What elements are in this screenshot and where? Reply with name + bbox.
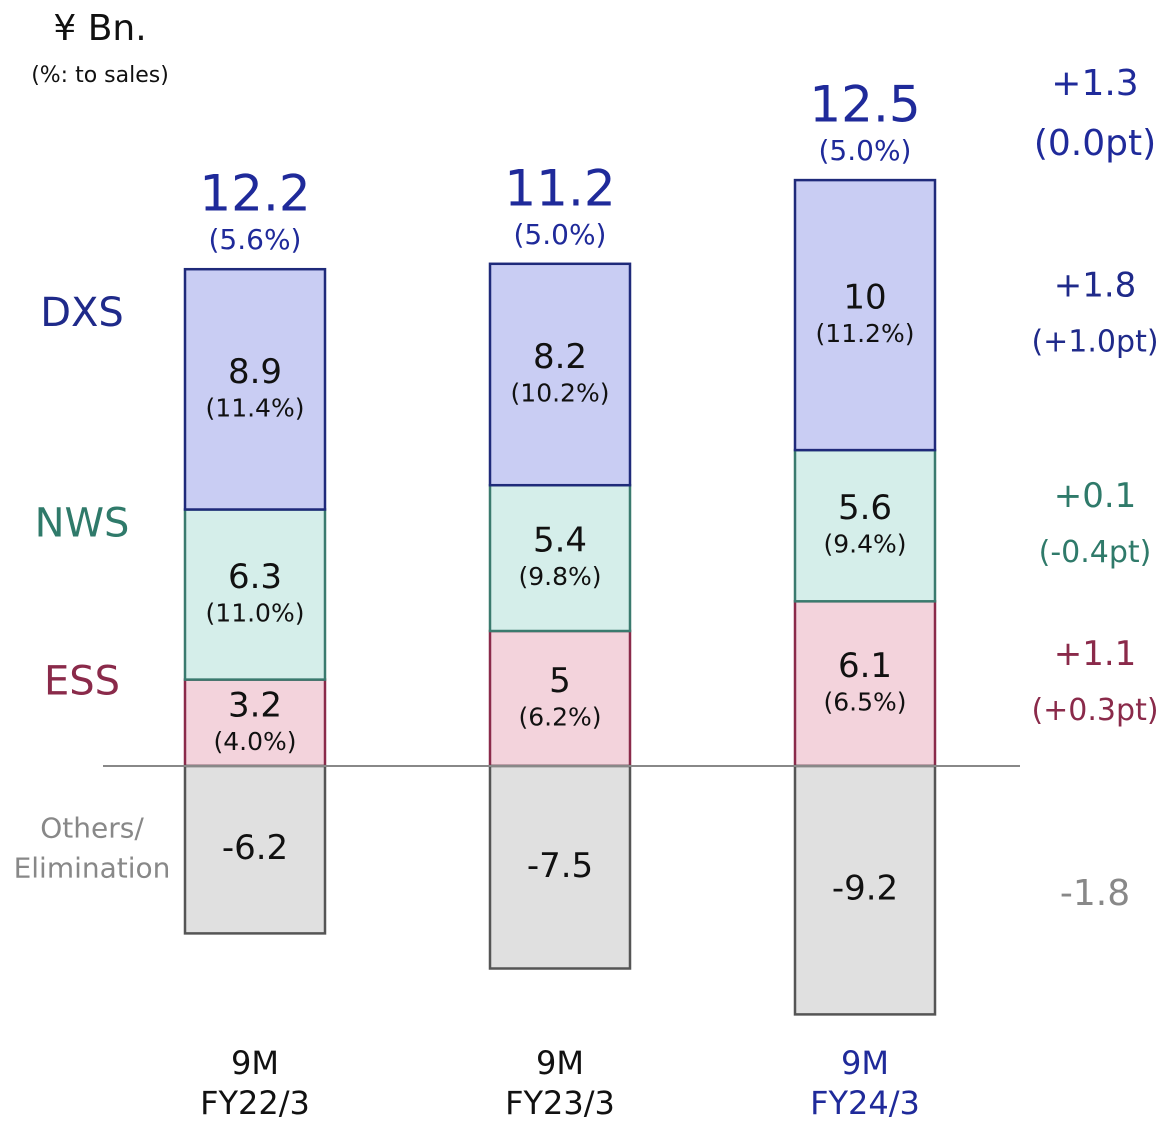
share-label: (11.4%): [206, 393, 305, 422]
bar-segment: [183, 764, 327, 935]
x-tick-label: 9M: [231, 1044, 279, 1082]
total-share-label: (5.0%): [514, 218, 607, 251]
chart-title: ¥ Bn.: [53, 8, 146, 49]
change-pt-label: (-0.4pt): [1039, 535, 1152, 570]
value-label: 5.6: [838, 488, 892, 528]
bar-segment: [183, 508, 327, 681]
series-name: DXS: [40, 290, 124, 336]
value-label: -9.2: [832, 869, 898, 909]
series-name: ESS: [44, 659, 120, 705]
total-change: +1.3: [1051, 63, 1138, 104]
share-label: (6.2%): [518, 703, 601, 732]
chart-subtitle: (%: to sales): [31, 63, 169, 88]
series-name: Others/: [40, 812, 144, 845]
bar-segment: [488, 764, 632, 970]
value-label: 5: [549, 661, 571, 701]
x-tick-label: FY22/3: [200, 1084, 310, 1122]
share-label: (4.0%): [213, 727, 296, 756]
value-label: 8.2: [533, 337, 587, 377]
x-tick-label: 9M: [536, 1044, 584, 1082]
bar-segment: [793, 178, 937, 452]
value-label: 10: [843, 278, 886, 318]
change-label: +0.1: [1054, 476, 1137, 516]
total-share-label: (5.6%): [209, 223, 302, 256]
value-label: 6.1: [838, 646, 892, 686]
change-label: -1.8: [1060, 873, 1130, 914]
bar-segment: [183, 267, 327, 511]
bar-segment: [488, 629, 632, 768]
share-label: (11.0%): [206, 599, 305, 628]
value-label: 5.4: [533, 521, 587, 561]
value-label: -7.5: [527, 846, 593, 886]
total-label: 12.2: [199, 165, 310, 223]
value-label: 6.3: [228, 557, 282, 597]
bar-segment: [488, 483, 632, 633]
value-label: 8.9: [228, 352, 282, 392]
share-label: (9.4%): [823, 530, 906, 559]
share-label: (6.5%): [823, 688, 906, 717]
bar-segment: [488, 262, 632, 487]
bar-segment: [183, 678, 327, 768]
total-label: 11.2: [504, 159, 615, 217]
share-label: (11.2%): [816, 319, 915, 348]
change-label: +1.8: [1054, 266, 1137, 306]
series-name: NWS: [35, 501, 130, 547]
total-change-pt: (0.0pt): [1034, 123, 1156, 164]
change-pt-label: (+1.0pt): [1031, 325, 1158, 360]
value-label: 3.2: [228, 685, 282, 725]
value-label: -6.2: [222, 828, 288, 868]
total-label: 12.5: [809, 76, 920, 134]
change-pt-label: (+0.3pt): [1031, 693, 1158, 728]
x-tick-label: 9M: [841, 1044, 889, 1082]
change-label: +1.1: [1054, 634, 1137, 674]
share-label: (10.2%): [511, 379, 610, 408]
x-tick-label: FY23/3: [505, 1084, 615, 1122]
share-label: (9.8%): [518, 562, 601, 591]
series-name: Elimination: [14, 852, 171, 885]
x-tick-label: FY24/3: [810, 1084, 920, 1122]
bar-segment: [793, 448, 937, 603]
total-share-label: (5.0%): [819, 134, 912, 167]
bar-segment: [793, 764, 937, 1016]
